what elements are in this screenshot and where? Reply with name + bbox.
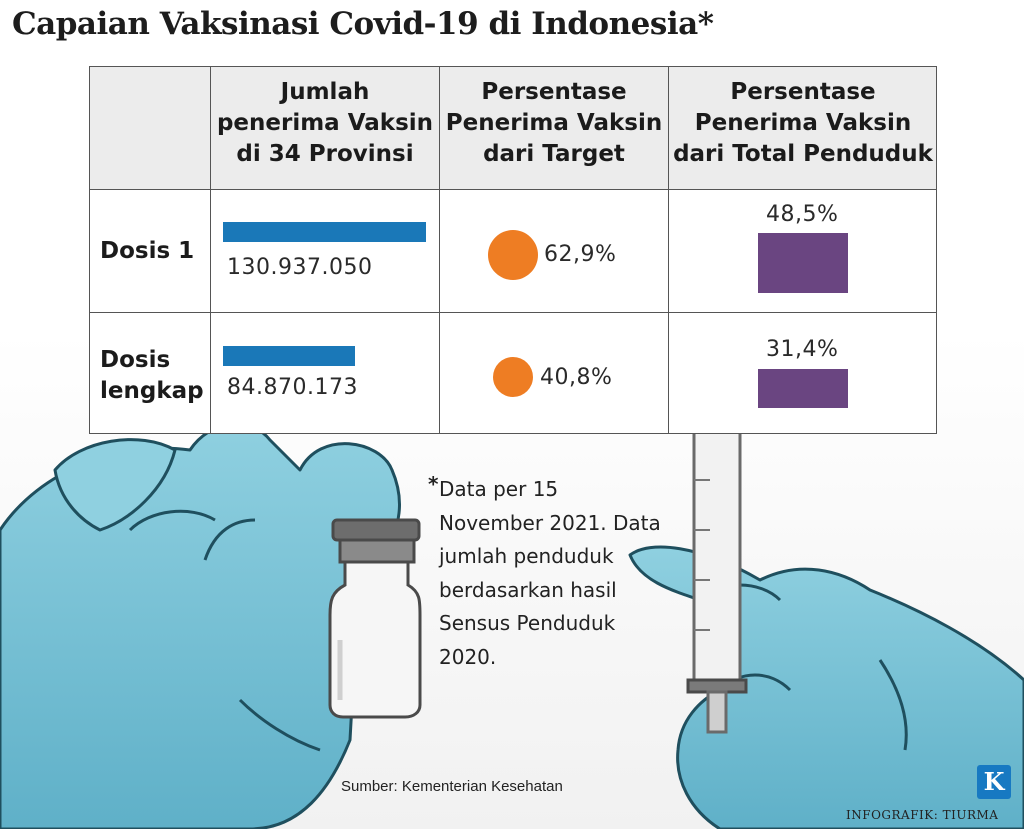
recipients-value: 130.937.050: [227, 255, 373, 280]
population-pct-value: 31,4%: [766, 337, 839, 362]
vaccination-table: Jumlah penerima Vaksin di 34 Provinsi Pe…: [89, 66, 937, 434]
table-header-band: [90, 67, 936, 189]
footnote-marker: *: [428, 472, 439, 496]
table-divider: [90, 189, 936, 190]
table-divider: [668, 67, 669, 433]
table-divider: [90, 312, 936, 313]
infographic-title: Capaian Vaksinasi Covid-19 di Indonesia*: [12, 6, 714, 42]
target-pct-value: 40,8%: [540, 365, 613, 390]
row-label-full-dose: Dosis lengkap: [100, 347, 204, 404]
column-header-population-pct: Persentase Penerima Vaksin dari Total Pe…: [673, 79, 933, 167]
footnote-text: Data per 15 November 2021. Data jumlah p…: [439, 477, 661, 669]
table-divider: [210, 67, 211, 433]
population-pct-bar: [758, 369, 848, 408]
infographic-credit: INFOGRAFIK: TIURMA: [846, 808, 999, 822]
target-pct-value: 62,9%: [544, 242, 617, 267]
population-pct-bar: [758, 233, 848, 293]
vaccine-vial-icon: [328, 518, 422, 719]
source-text: Sumber: Kementerian Kesehatan: [341, 778, 563, 795]
column-header-target-pct: Persentase Penerima Vaksin dari Target: [445, 79, 663, 167]
kompas-logo-icon: K: [977, 765, 1011, 799]
recipients-bar: [223, 346, 355, 366]
recipients-bar: [223, 222, 426, 242]
row-label-dose-1: Dosis 1: [100, 238, 195, 264]
column-header-recipients: Jumlah penerima Vaksin di 34 Provinsi: [216, 79, 434, 167]
population-pct-value: 48,5%: [766, 202, 839, 227]
target-pct-circle: [488, 230, 538, 280]
left-glove-icon: [0, 422, 401, 829]
target-pct-circle: [492, 356, 534, 398]
recipients-value: 84.870.173: [227, 375, 358, 400]
table-divider: [439, 67, 440, 433]
